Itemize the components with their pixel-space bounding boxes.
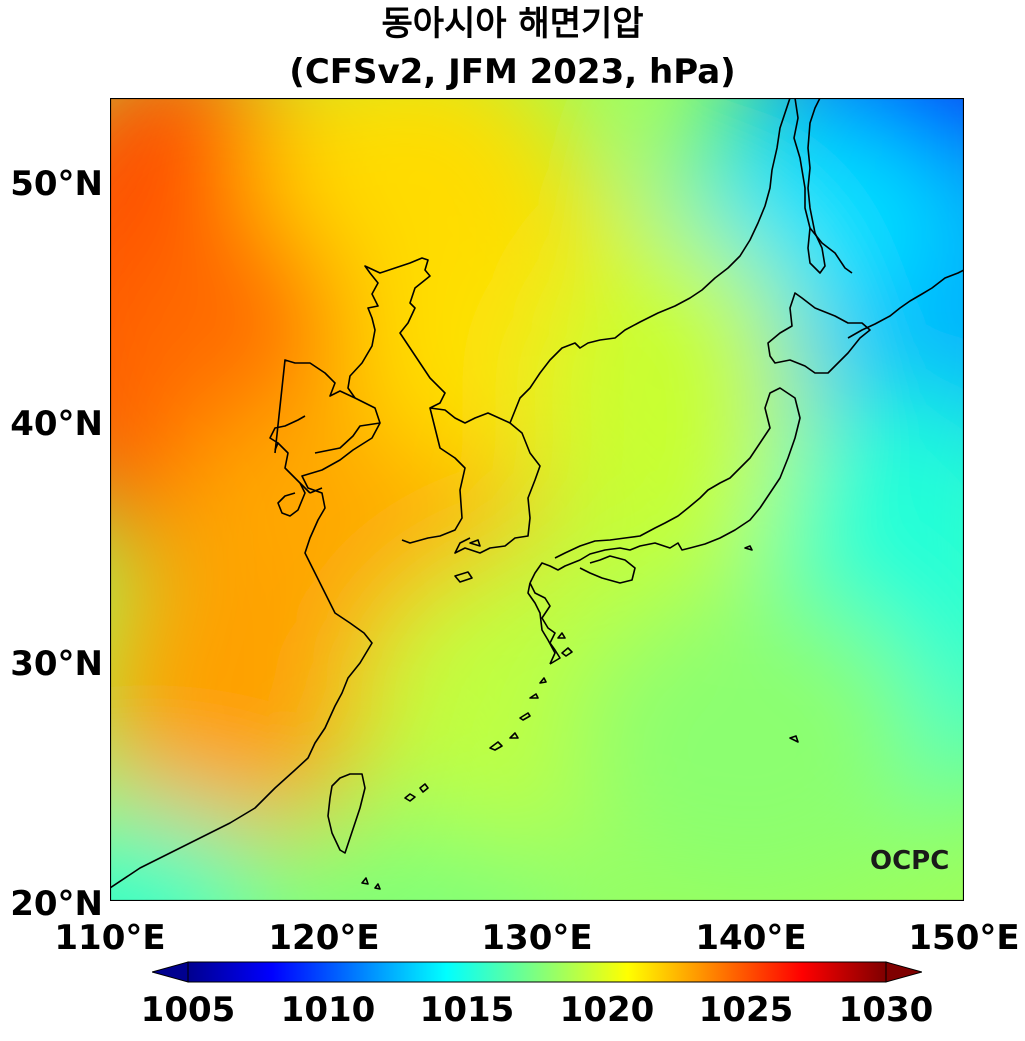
colorbar-extend-max bbox=[885, 961, 922, 983]
colorbar bbox=[152, 961, 922, 983]
pressure-field bbox=[110, 98, 964, 901]
colorbar-extend-min bbox=[152, 961, 189, 983]
colorbar-tick-1020: 1020 bbox=[559, 990, 655, 1030]
map-border bbox=[110, 98, 964, 901]
map-subtitle: (CFSv2, JFM 2023, hPa) bbox=[289, 52, 736, 92]
map-title: 동아시아 해면기압 bbox=[381, 4, 644, 44]
lat-tick-40n: 40°N bbox=[10, 404, 103, 444]
lat-tick-20n: 20°N bbox=[10, 884, 103, 924]
lon-tick-110e: 110°E bbox=[54, 918, 166, 958]
pressure-map bbox=[110, 98, 964, 901]
colorbar-gradient bbox=[187, 961, 887, 983]
colorbar-tick-1030: 1030 bbox=[838, 990, 934, 1030]
lat-tick-50n: 50°N bbox=[10, 164, 103, 204]
coastline bbox=[110, 98, 964, 890]
colorbar-tick-1010: 1010 bbox=[280, 990, 376, 1030]
lon-tick-150e: 150°E bbox=[908, 918, 1020, 958]
colorbar-tick-1015: 1015 bbox=[419, 990, 515, 1030]
colorbar-tick-1025: 1025 bbox=[698, 990, 794, 1030]
lon-tick-120e: 120°E bbox=[268, 918, 380, 958]
lon-tick-140e: 140°E bbox=[695, 918, 807, 958]
lat-tick-30n: 30°N bbox=[10, 644, 103, 684]
colorbar-tick-1005: 1005 bbox=[140, 990, 236, 1030]
ocpc-logo: OCPC bbox=[870, 846, 950, 876]
lon-tick-130e: 130°E bbox=[481, 918, 593, 958]
